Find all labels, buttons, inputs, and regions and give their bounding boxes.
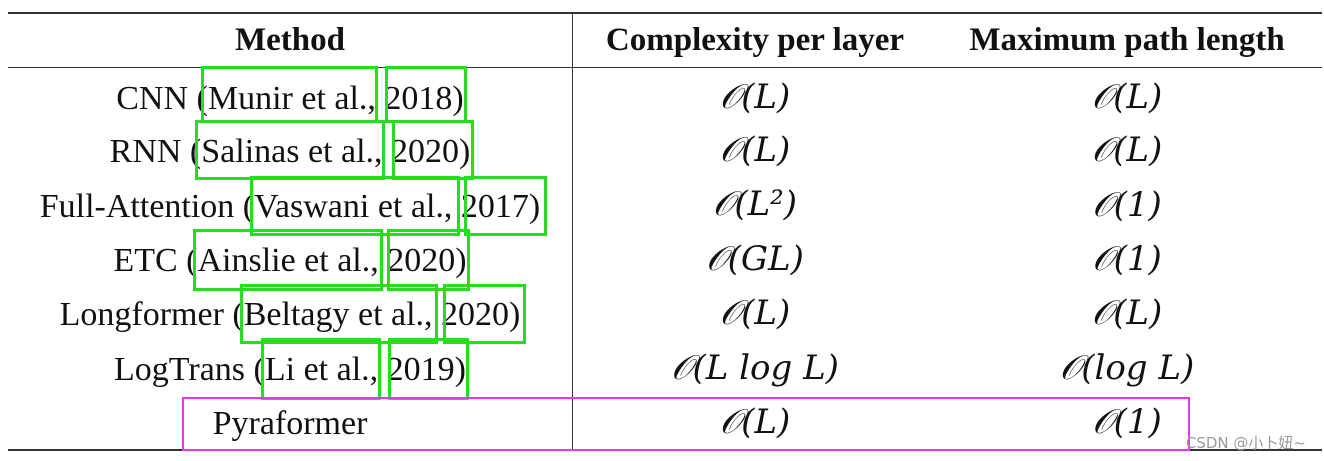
header-method: Method <box>235 22 345 58</box>
citation-highlight-box <box>201 66 378 123</box>
citation-year-highlight-box <box>388 338 469 400</box>
method-cell: LogTrans (Li et al., 2019) <box>114 351 466 388</box>
citation-highlight-box <box>261 338 381 400</box>
header-rule <box>8 67 1322 68</box>
csdn-watermark: CSDN @小卜妞~ <box>1185 434 1306 452</box>
column-divider <box>572 13 573 450</box>
path-length-cell: 𝒪(1) <box>1092 185 1162 225</box>
header-path-length: Maximum path length <box>969 22 1285 58</box>
method-cell: RNN (Salinas et al., 2020) <box>109 133 471 170</box>
complexity-cell-pyraformer: 𝒪(L) <box>719 402 791 442</box>
method-cell: CNN (Munir et al., 2018) <box>116 80 464 117</box>
path-length-cell-pyraformer: 𝒪(1) <box>1092 402 1162 442</box>
citation-year-highlight-box <box>387 229 470 291</box>
method-cell: Full-Attention (Vaswani et al., 2017) <box>39 188 541 225</box>
pyraformer-highlight-box <box>182 397 1190 451</box>
citation-highlight-box <box>195 120 385 180</box>
complexity-cell: 𝒪(L) <box>719 293 791 333</box>
citation-year-highlight-box <box>392 120 474 180</box>
method-cell-pyraformer: Pyraformer <box>212 405 368 442</box>
citation-highlight-box <box>250 176 460 236</box>
complexity-cell: 𝒪(GL) <box>706 239 804 279</box>
path-length-cell: 𝒪(1) <box>1092 239 1162 279</box>
path-length-cell: 𝒪(L) <box>1091 77 1163 117</box>
path-length-cell: 𝒪(L) <box>1091 130 1163 170</box>
complexity-cell: 𝒪(L log L) <box>671 348 839 388</box>
citation-year-highlight-box <box>443 284 526 344</box>
citation-highlight-box <box>240 284 438 344</box>
citation-year-highlight-box <box>464 176 547 236</box>
citation-highlight-box <box>193 229 383 291</box>
complexity-cell: 𝒪(L) <box>719 130 791 170</box>
header-complexity: Complexity per layer <box>605 22 905 58</box>
citation-year-highlight-box <box>385 66 467 123</box>
complexity-cell: 𝒪(L²) <box>712 184 798 224</box>
top-rule <box>8 12 1322 14</box>
complexity-cell: 𝒪(L) <box>719 77 791 117</box>
method-cell: ETC (Ainslie et al., 2020) <box>113 242 467 279</box>
path-length-cell: 𝒪(L) <box>1091 293 1163 333</box>
path-length-cell: 𝒪(log L) <box>1059 348 1195 388</box>
